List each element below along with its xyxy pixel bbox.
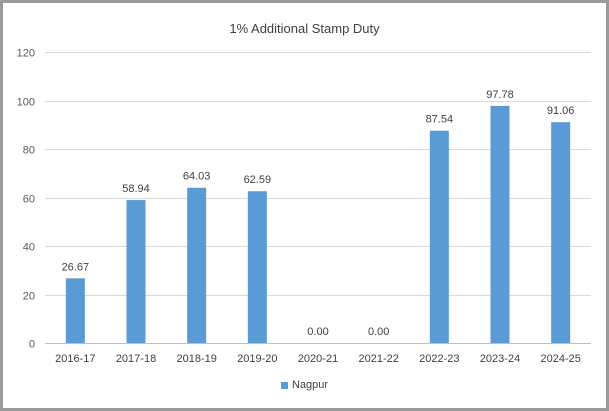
y-tick-label: 60 [23,194,35,206]
data-label: 97.78 [486,89,514,101]
data-label: 62.59 [244,174,272,186]
chart-title: 1% Additional Stamp Duty [229,21,380,36]
bar [187,187,207,343]
data-label: 64.03 [183,171,211,183]
y-tick-label: 120 [17,48,35,60]
x-tick-label: 2016-17 [55,353,95,365]
legend-swatch [280,381,288,389]
legend-label: Nagpur [291,379,329,392]
y-tick-label: 0 [29,339,35,351]
y-axis-tick-labels: 0 20 40 60 80 100 120 [17,48,35,351]
bar [490,105,510,343]
x-tick-label: 2019-20 [237,353,277,365]
legend: Nagpur [3,379,606,391]
bar [126,200,146,343]
x-tick-label: 2023-24 [480,353,520,365]
x-tick-label: 2021-22 [358,353,398,365]
y-tick-label: 100 [17,97,35,109]
y-tick-label: 80 [23,145,35,157]
bar [247,191,267,343]
x-tick-label: 2024-25 [540,353,580,365]
x-tick-label: 2022-23 [419,353,459,365]
x-tick-label: 2018-19 [176,353,216,365]
data-label: 0.00 [307,326,328,338]
chart-plot: 0 20 40 60 80 100 120 26.67 58.94 64.03 62.59 0.00… [17,48,591,365]
data-label: 87.54 [426,114,454,126]
data-label: 58.94 [122,183,150,195]
bar [429,130,449,343]
data-label: 0.00 [368,326,389,338]
y-tick-label: 40 [23,242,35,254]
x-tick-label: 2017-18 [116,353,156,365]
y-tick-label: 20 [23,291,35,303]
bar [65,278,85,343]
data-labels: 26.67 58.94 64.03 62.59 0.00 0.00 87.54 97.78 91… [62,89,575,338]
data-label: 91.06 [547,105,575,117]
data-label: 26.67 [62,261,90,273]
x-tick-label: 2020-21 [298,353,338,365]
x-axis-tick-labels: 2016-17 2017-18 2018-19 2019-20 2020-21 2021-… [55,353,581,365]
bar [551,122,571,343]
bars [65,105,571,343]
